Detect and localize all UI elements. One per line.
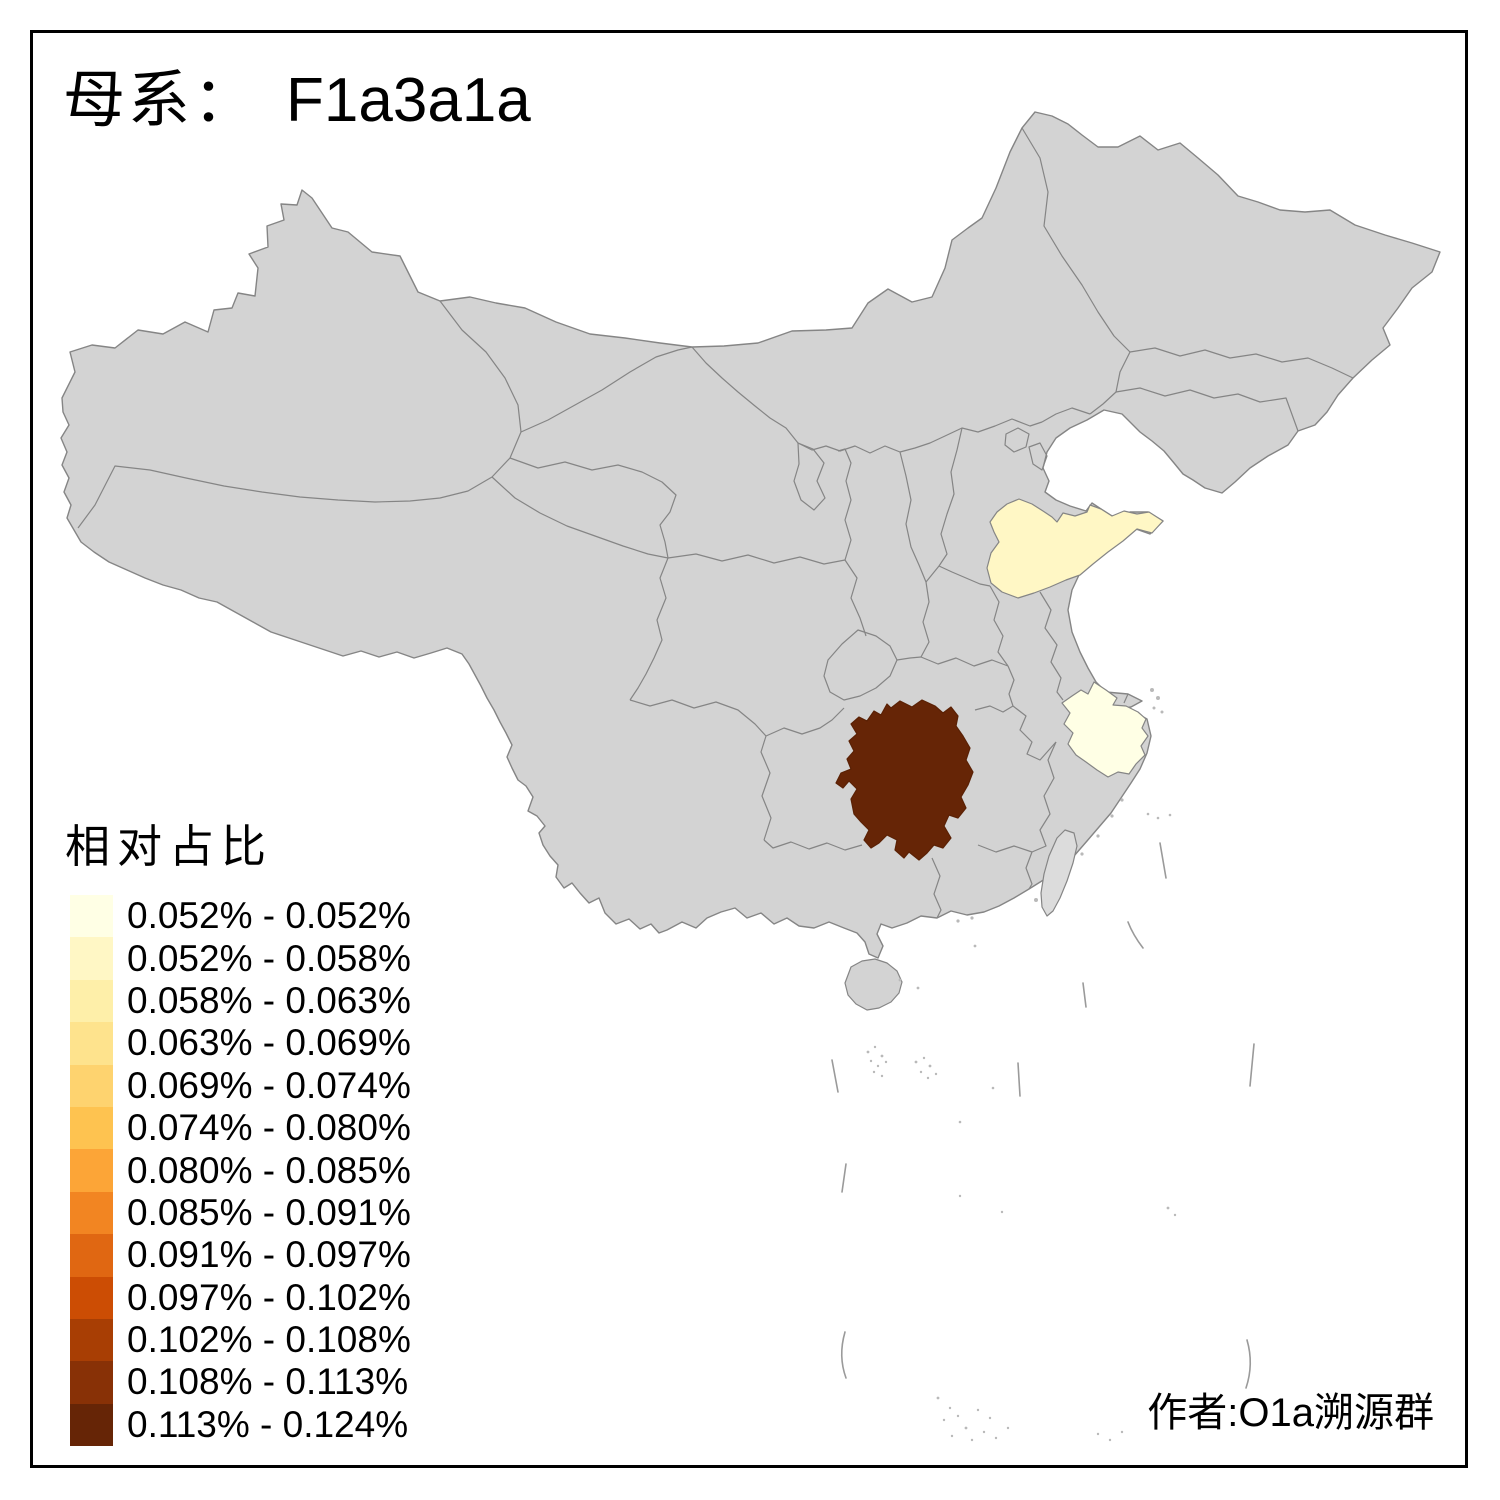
legend-range-label: 0.074% - 0.080% <box>127 1107 411 1149</box>
legend-title: 相对占比 <box>65 822 274 872</box>
legend-item: 0.058% - 0.063% <box>70 979 411 1023</box>
legend-color-swatch <box>70 937 113 980</box>
legend-range-label: 0.080% - 0.085% <box>127 1149 411 1191</box>
legend-range-label: 0.097% - 0.102% <box>127 1276 411 1318</box>
legend-color-swatch <box>70 895 113 938</box>
legend: 相对占比 0.052% - 0.052% 0.052% - 0.058% 0.0… <box>65 810 411 1447</box>
nine-dash-line-segments <box>831 842 1255 1389</box>
legend-range-label: 0.113% - 0.124% <box>127 1403 409 1445</box>
title-haplogroup: F1a3a1a <box>286 66 531 135</box>
legend-rows: 0.052% - 0.052% 0.052% - 0.058% 0.058% -… <box>70 895 411 1447</box>
legend-color-swatch <box>70 1234 113 1277</box>
legend-item: 0.091% - 0.097% <box>70 1234 411 1277</box>
legend-item: 0.074% - 0.080% <box>70 1106 411 1150</box>
legend-color-swatch <box>70 1022 113 1065</box>
title-prefix: 母系： <box>63 67 259 135</box>
province-boundaries <box>77 127 1354 919</box>
legend-item: 0.113% - 0.124% <box>70 1403 411 1447</box>
legend-color-swatch <box>70 979 113 1023</box>
legend-color-swatch <box>70 1106 113 1150</box>
legend-item: 0.052% - 0.058% <box>70 937 411 980</box>
legend-range-label: 0.069% - 0.074% <box>127 1064 411 1106</box>
legend-color-swatch <box>70 1318 113 1362</box>
legend-range-label: 0.052% - 0.058% <box>127 937 411 979</box>
legend-range-label: 0.085% - 0.091% <box>127 1191 411 1233</box>
legend-range-label: 0.052% - 0.052% <box>127 895 411 937</box>
author-credit: 作者:O1a溯源群 <box>1147 1391 1434 1435</box>
legend-item: 0.085% - 0.091% <box>70 1191 411 1235</box>
island-hainan <box>844 958 903 1011</box>
legend-range-label: 0.102% - 0.108% <box>127 1319 411 1361</box>
province-shandong <box>986 498 1164 599</box>
legend-color-swatch <box>70 1064 113 1107</box>
legend-range-label: 0.058% - 0.063% <box>127 979 411 1021</box>
legend-item: 0.052% - 0.052% <box>70 895 411 938</box>
legend-item: 0.063% - 0.069% <box>70 1022 411 1065</box>
small-islands-and-dashes <box>866 688 1177 1442</box>
page-title: 母系： F1a3a1a <box>63 68 531 134</box>
legend-color-swatch <box>70 1403 113 1447</box>
province-zhejiang <box>1061 681 1149 778</box>
legend-item: 0.097% - 0.102% <box>70 1276 411 1319</box>
legend-item: 0.108% - 0.113% <box>70 1361 411 1404</box>
legend-color-swatch <box>70 1276 113 1319</box>
legend-range-label: 0.091% - 0.097% <box>127 1234 411 1276</box>
legend-item: 0.102% - 0.108% <box>70 1318 411 1362</box>
province-hunan <box>835 699 974 861</box>
legend-color-swatch <box>70 1191 113 1235</box>
island-taiwan <box>1040 829 1078 917</box>
legend-item: 0.080% - 0.085% <box>70 1149 411 1192</box>
legend-range-label: 0.108% - 0.113% <box>127 1361 409 1403</box>
legend-range-label: 0.063% - 0.069% <box>127 1022 411 1064</box>
legend-color-swatch <box>70 1149 113 1192</box>
legend-color-swatch <box>70 1361 113 1404</box>
legend-item: 0.069% - 0.074% <box>70 1064 411 1107</box>
